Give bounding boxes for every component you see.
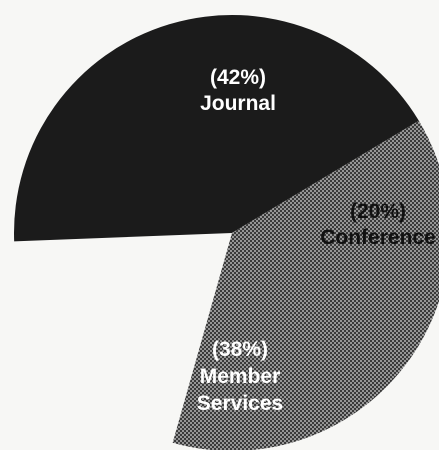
slice-percent-conference: (20%) [350,200,406,223]
slice-member-services [172,120,439,450]
slice-percent-member-services: (38%) [212,338,268,361]
slice-label-journal: Journal [200,92,276,115]
labels-layer: (42%) Journal (20%) Conference (38%) Member Se… [197,66,436,415]
slice-label-conference: Conference [320,226,436,249]
slice-percent-journal: (42%) [210,66,266,89]
slices-layer [14,15,439,450]
slice-journal [14,15,419,242]
slice-label-member-services-line-1: Member [200,365,281,388]
slice-label-member-services-line-2: Services [197,392,283,415]
